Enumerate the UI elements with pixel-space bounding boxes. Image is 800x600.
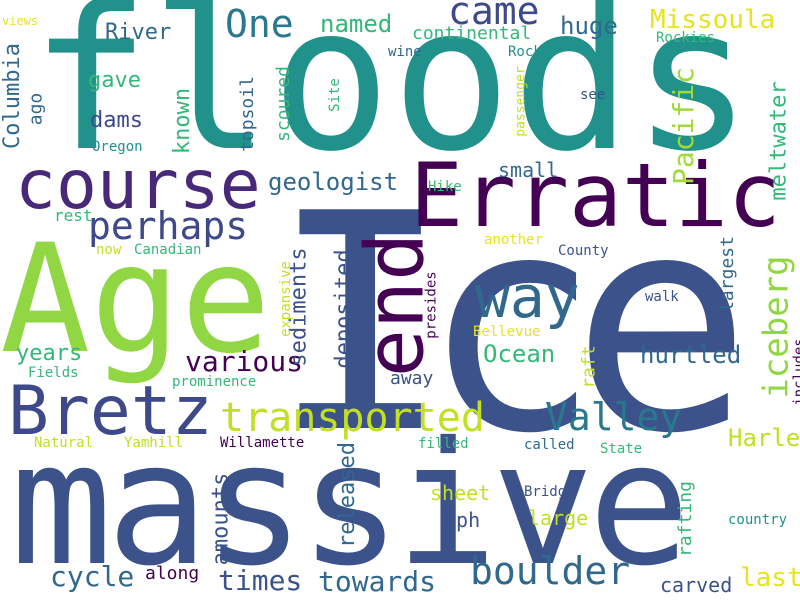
word-perhaps: perhaps [88,204,249,248]
word-released: released [334,442,360,548]
word-cycle: cycle [50,560,135,593]
word-willamette: Willamette [220,435,305,451]
word-rock: Rock [508,44,542,60]
word-bellevue: Bellevue [473,324,541,340]
word-includes: includes [791,338,800,406]
word-large: large [528,506,589,530]
word-boulder: boulder [470,549,631,593]
word-meltwater: meltwater [766,81,792,201]
word-named: named [320,10,393,38]
word-views: views [2,14,39,28]
word-came: came [448,0,540,33]
word-oregon: Oregon [92,139,143,155]
word-hike: Hike [428,179,462,195]
word-called: called [524,437,575,453]
word-filled: filled [418,436,469,452]
word-columbia: Columbia [0,43,25,149]
word-another: another [484,232,544,248]
word-presides: presides [423,271,440,339]
word-last: last [740,563,800,593]
word-times: times [218,564,303,597]
word-sheet: sheet [430,481,491,505]
word-harlen: Harlen [728,424,800,452]
word-prominence: prominence [172,374,257,390]
word-state: State [600,441,643,457]
word-transported: transported [220,395,485,441]
word-country: country [728,512,788,528]
word-towards: towards [318,565,437,598]
word-now: now [96,242,122,258]
word-geologist: geologist [268,168,399,196]
word-rest: rest [54,206,93,225]
word-iceberg: iceberg [756,255,797,399]
word-yamhill: Yamhill [124,435,184,451]
word-deposited: deposited [331,249,357,369]
word-see: see [580,87,606,103]
word-amounts: amounts [208,472,234,566]
word-river: River [105,20,172,45]
word-one: One [225,2,294,46]
word-hurtled: hurtled [640,341,742,369]
word-bretz: Bretz [8,372,213,451]
word-walk: walk [645,289,679,305]
word-course: course [15,146,261,225]
word-raft: raft [578,345,600,389]
word-ago: ago [25,92,47,126]
word-scoured: scoured [272,66,294,142]
word-carved: carved [660,573,733,597]
word-gave: gave [88,68,141,93]
word-passenger: passenger [513,66,529,137]
word-wine: wine [388,44,422,60]
word-expansive: expansive [277,261,294,337]
word-known: known [170,87,196,155]
word-largest: largest [716,236,738,312]
word-various: various [185,345,304,378]
word-floods: floods [30,0,753,196]
word-natural: Natural [34,435,94,451]
word-small: small [498,158,559,182]
word-topsoil: topsoil [236,76,258,152]
word-along: along [145,563,200,584]
word-rafting: rafting [674,481,696,557]
word-away: away [390,368,434,389]
word-valley: Valley [545,395,683,439]
word-pacific: Pacific [667,66,701,186]
word-canadian: Canadian [134,242,202,258]
word-site: Site [326,78,343,112]
word-age: Age [0,213,271,387]
word-mph: mph [444,508,481,532]
word-rockies: Rockies [656,30,716,46]
word-massive: massive [10,406,690,600]
word-dams: dams [90,108,143,133]
word-years: years [16,341,83,366]
word-ice: Ice [270,150,752,499]
word-ocean: Ocean [483,340,556,368]
word-erratic: Erratic [410,144,781,247]
word-missoula: Missoula [650,5,776,35]
word-bridge: Bridge [524,484,575,500]
word-way: way [475,263,580,331]
word-continental: continental [412,23,532,44]
word-fields: Fields [28,365,79,381]
word-county: County [558,243,609,259]
word-huge: huge [560,12,618,40]
